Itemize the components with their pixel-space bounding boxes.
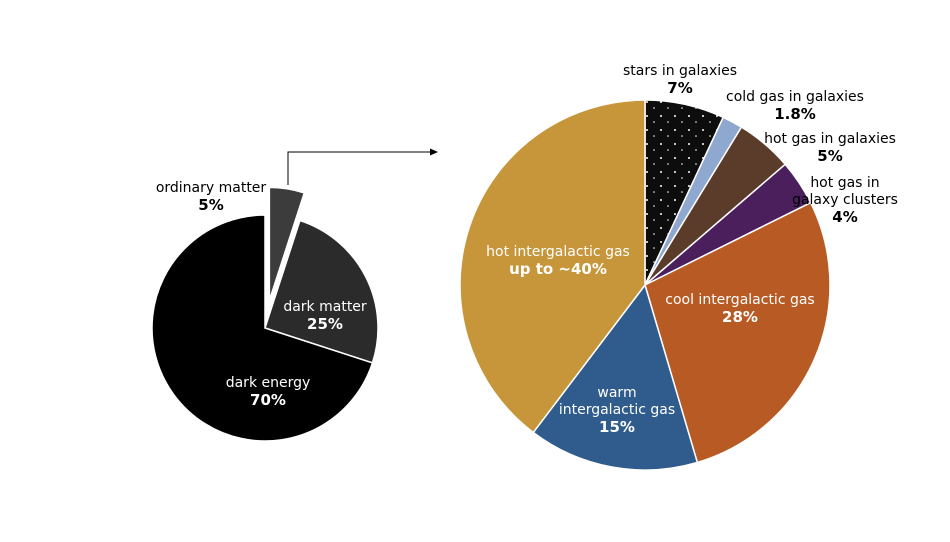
pie-slice	[459, 99, 646, 434]
value-label: 70%	[250, 391, 286, 409]
pie-slice	[532, 283, 699, 471]
category-label: warm intergalactic gas	[558, 385, 676, 418]
pie-slice	[268, 186, 306, 301]
slice-label: dark matter 25%	[270, 299, 380, 333]
slice-label: hot intergalactic gas up to ~40%	[473, 244, 643, 278]
value-label: 1.8%	[774, 105, 816, 123]
value-label: 28%	[722, 308, 758, 326]
category-label: hot gas in galaxy clusters	[792, 175, 898, 208]
slice-label: cold gas in galaxies 1.8%	[720, 89, 870, 123]
pie-slice	[644, 201, 831, 464]
category-label: cool intergalactic gas	[665, 292, 815, 308]
slice-label: warm intergalactic gas 15%	[557, 385, 677, 436]
value-label: 4%	[832, 208, 858, 226]
value-label: 5%	[198, 196, 224, 214]
category-label: dark matter	[283, 299, 367, 315]
slice-label: dark energy 70%	[208, 375, 328, 409]
slice-label: ordinary matter 5%	[141, 180, 281, 214]
value-label: 7%	[667, 79, 693, 97]
category-label: ordinary matter	[155, 180, 267, 196]
value-label: 25%	[307, 315, 343, 333]
value-label: up to ~40%	[509, 260, 607, 278]
slice-label: cool intergalactic gas 28%	[650, 292, 830, 326]
arrow-head	[430, 148, 438, 156]
slice-label: hot gas in galaxy clusters 4%	[790, 175, 900, 226]
slice-label: hot gas in galaxies 5%	[760, 131, 900, 165]
connector-arrow	[287, 151, 432, 185]
category-label: hot intergalactic gas	[486, 244, 630, 260]
value-label: 15%	[599, 418, 635, 436]
pie-slice	[151, 214, 374, 442]
pie-slice	[264, 219, 379, 364]
slice-label: stars in galaxies 7%	[610, 63, 750, 97]
slice-texture	[645, 100, 724, 285]
category-label: cold gas in galaxies	[726, 89, 864, 105]
category-label: dark energy	[225, 375, 311, 391]
value-label: 5%	[817, 147, 843, 165]
category-label: stars in galaxies	[622, 63, 738, 79]
category-label: hot gas in galaxies	[764, 131, 896, 147]
